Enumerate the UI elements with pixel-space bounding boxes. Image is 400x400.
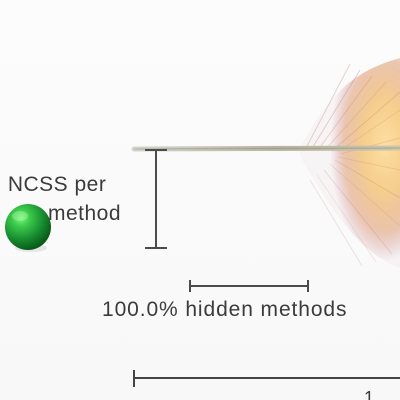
green-sphere-icon [5, 204, 51, 252]
hidden-methods-scale [189, 280, 309, 292]
connector-beam [131, 145, 400, 152]
ncss-label-line-2: method [48, 202, 122, 225]
hidden-methods-label: 100.0% hidden methods [102, 298, 348, 321]
ncss-scale [145, 149, 167, 249]
bottom-scale [133, 370, 400, 387]
ncss-label-line-1: ) NCSS per [0, 173, 107, 196]
edge-fan [300, 58, 400, 268]
bottom-scale-label: 1 [364, 388, 375, 400]
